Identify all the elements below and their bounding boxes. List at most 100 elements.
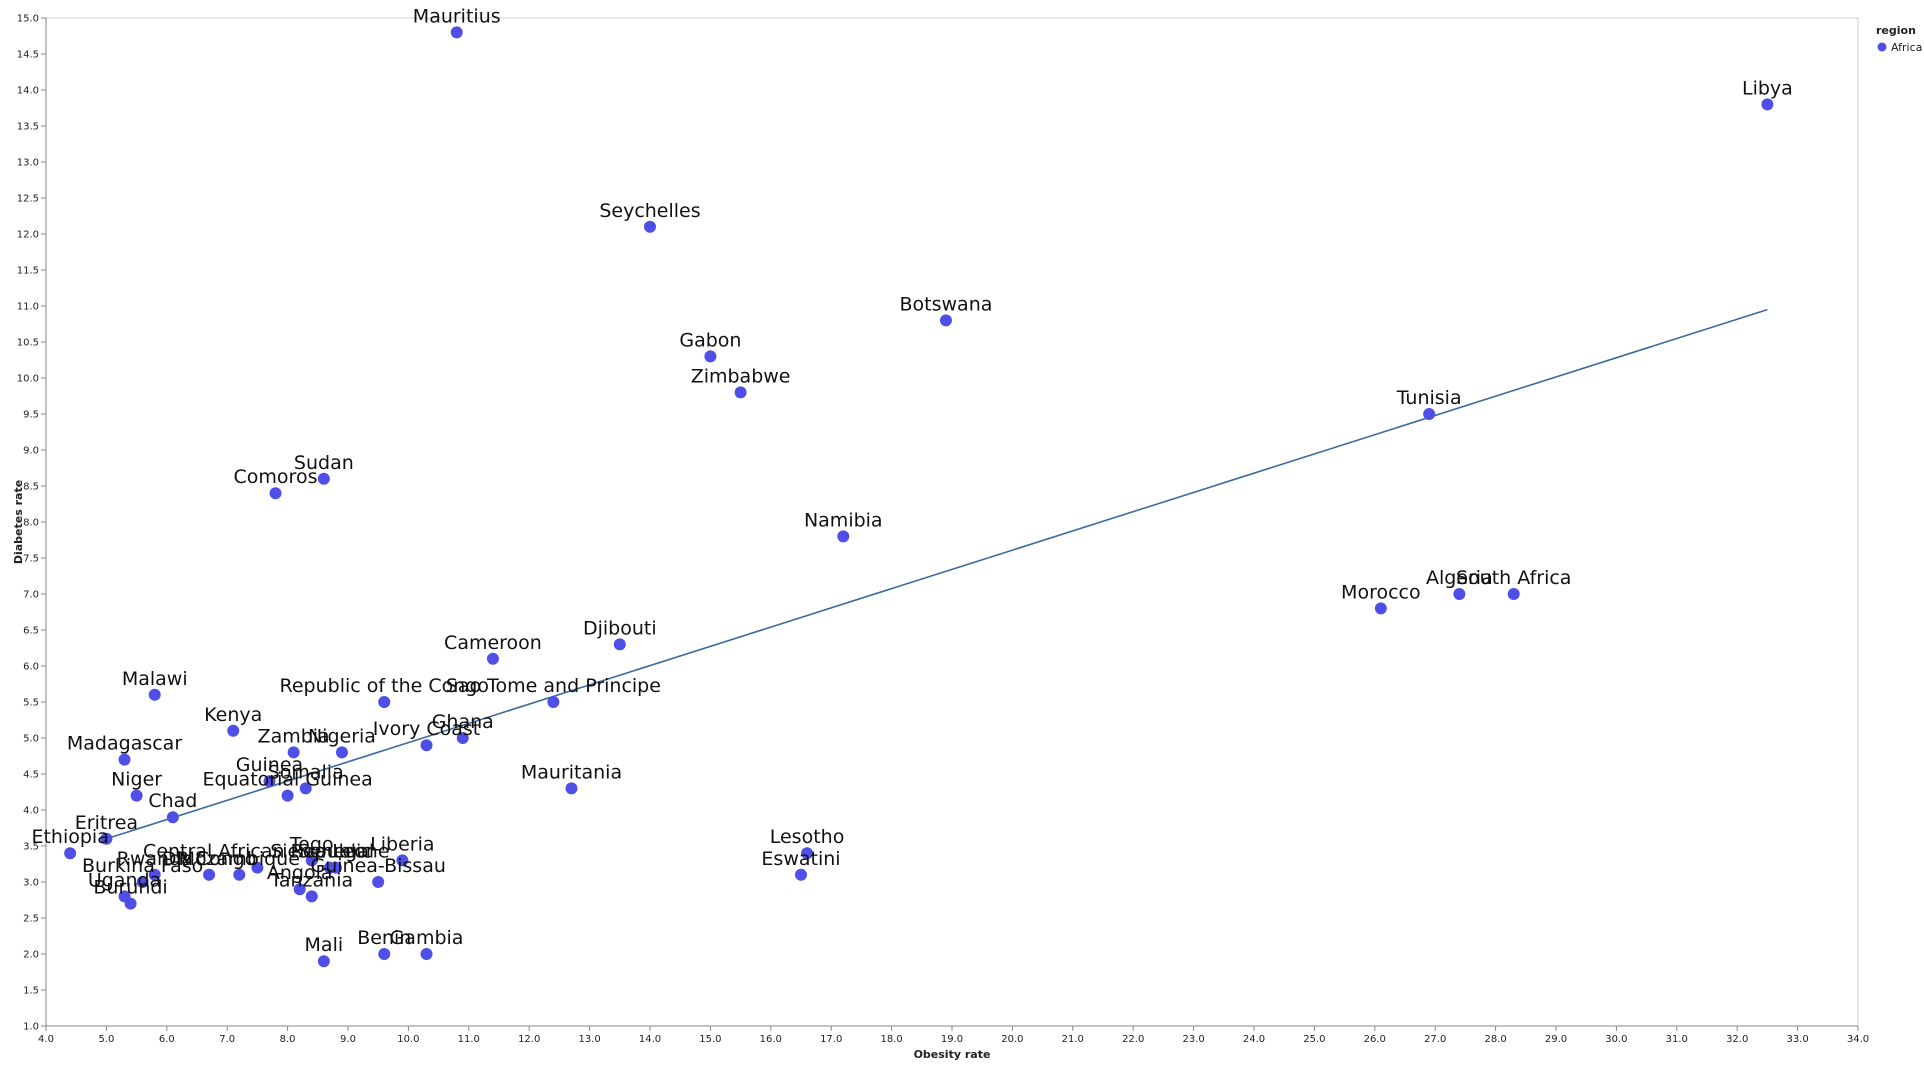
data-point[interactable] — [420, 948, 433, 960]
data-point[interactable] — [372, 876, 385, 888]
y-tick-label: 6.0 — [23, 662, 39, 673]
data-point[interactable] — [644, 220, 656, 233]
point-label: Zimbabwe — [691, 365, 791, 387]
data-point[interactable] — [1507, 588, 1520, 600]
data-point[interactable] — [287, 746, 300, 759]
y-tick-label: 8.0 — [23, 518, 39, 529]
point-label: Algeria — [1426, 567, 1493, 589]
data-point[interactable] — [64, 847, 77, 860]
data-point[interactable] — [203, 868, 216, 881]
data-point[interactable] — [263, 775, 276, 788]
x-tick-label: 33.0 — [1786, 1034, 1808, 1045]
data-point[interactable] — [378, 696, 391, 708]
x-tick-label: 5.0 — [98, 1034, 114, 1045]
data-point[interactable] — [420, 739, 433, 752]
x-tick-label: 19.0 — [941, 1034, 963, 1045]
point-label: Tanzania — [269, 869, 353, 891]
data-point[interactable] — [148, 688, 161, 701]
y-tick-label: 14.0 — [17, 86, 39, 97]
point-label: Mozambique — [179, 848, 300, 870]
data-point[interactable] — [233, 868, 246, 881]
data-point[interactable] — [613, 638, 626, 651]
point-label: Sierra Leone — [270, 841, 389, 863]
data-point[interactable] — [136, 876, 149, 888]
x-tick-label: 4.0 — [38, 1034, 54, 1045]
point-label: Tunisia — [1396, 387, 1462, 409]
data-point[interactable] — [450, 26, 463, 39]
data-point[interactable] — [317, 955, 330, 968]
data-point[interactable] — [317, 472, 330, 485]
data-point[interactable] — [378, 948, 391, 960]
point-label: Somalia — [268, 761, 344, 783]
data-point[interactable] — [305, 854, 318, 867]
point-label: Republic of the Congo — [280, 675, 489, 697]
point-label: Togo — [289, 833, 334, 855]
point-label: Comoros — [234, 466, 318, 488]
point-label: Botswana — [900, 293, 993, 315]
data-point[interactable] — [801, 847, 814, 860]
x-tick-label: 23.0 — [1182, 1034, 1204, 1045]
y-tick-label: 9.0 — [23, 446, 39, 457]
data-point[interactable] — [565, 782, 578, 795]
data-point[interactable] — [486, 652, 499, 665]
point-label: Equatorial Guinea — [202, 769, 372, 791]
x-tick-label: 13.0 — [578, 1034, 600, 1045]
y-tick-label: 4.5 — [23, 770, 39, 781]
data-point[interactable] — [795, 868, 807, 881]
data-point[interactable] — [227, 724, 240, 737]
x-axis: 4.0 5.0 6.0 7.0 8.0 9.0 10.0 11.0 12.0 13.0 14.0 15… — [38, 1025, 1869, 1045]
y-tick-label: 1.5 — [23, 986, 39, 997]
point-label: Benin — [357, 927, 411, 949]
y-tick-label: 5.0 — [23, 734, 39, 745]
point-label: South Africa — [1456, 567, 1571, 589]
point-label: Chad — [148, 790, 197, 812]
x-tick-label: 10.0 — [397, 1034, 419, 1045]
x-tick-label: 31.0 — [1666, 1034, 1688, 1045]
data-point[interactable] — [1374, 602, 1387, 615]
point-label: Central African Republic — [143, 841, 372, 863]
data-point[interactable] — [124, 897, 137, 910]
data-point[interactable] — [1423, 408, 1436, 420]
data-point[interactable] — [269, 487, 282, 500]
legend: region Africa — [1876, 24, 1922, 54]
data-point[interactable] — [704, 350, 717, 363]
data-point[interactable] — [547, 696, 560, 708]
point-label: Burkina Faso — [82, 855, 203, 877]
data-point[interactable] — [1761, 98, 1774, 111]
point-label: Angola — [267, 862, 333, 884]
data-point[interactable] — [396, 854, 409, 867]
x-tick-label: 20.0 — [1001, 1034, 1023, 1045]
y-tick-label: 11.5 — [17, 266, 39, 277]
legend-label: Africa — [1891, 41, 1922, 54]
data-point[interactable] — [329, 861, 342, 874]
point-label: Burundi — [93, 877, 167, 899]
data-point[interactable] — [166, 811, 179, 824]
point-label: Gambia — [390, 927, 464, 949]
data-point[interactable] — [130, 789, 143, 802]
data-point[interactable] — [148, 868, 161, 881]
data-point[interactable] — [456, 732, 469, 744]
y-tick-label: 10.0 — [17, 374, 39, 385]
x-tick-label: 29.0 — [1545, 1034, 1567, 1045]
data-point[interactable] — [251, 861, 264, 874]
data-point[interactable] — [299, 782, 312, 795]
data-point[interactable] — [305, 890, 318, 903]
data-point[interactable] — [335, 746, 348, 759]
data-point[interactable] — [734, 386, 747, 399]
y-tick-label: 7.0 — [23, 590, 39, 601]
data-point[interactable] — [837, 530, 850, 543]
data-point[interactable] — [118, 753, 131, 766]
point-label: Malawi — [122, 668, 188, 690]
x-tick-label: 32.0 — [1726, 1034, 1748, 1045]
y-tick-label: 8.5 — [23, 482, 39, 493]
legend-title: region — [1876, 24, 1916, 37]
point-label: Seychelles — [599, 200, 700, 222]
points-layer — [64, 26, 1774, 968]
point-label: Madagascar — [67, 733, 182, 755]
data-point[interactable] — [1453, 588, 1466, 600]
data-point[interactable] — [293, 883, 306, 896]
data-point[interactable] — [100, 832, 113, 845]
data-point[interactable] — [939, 314, 952, 327]
data-point[interactable] — [281, 789, 294, 802]
